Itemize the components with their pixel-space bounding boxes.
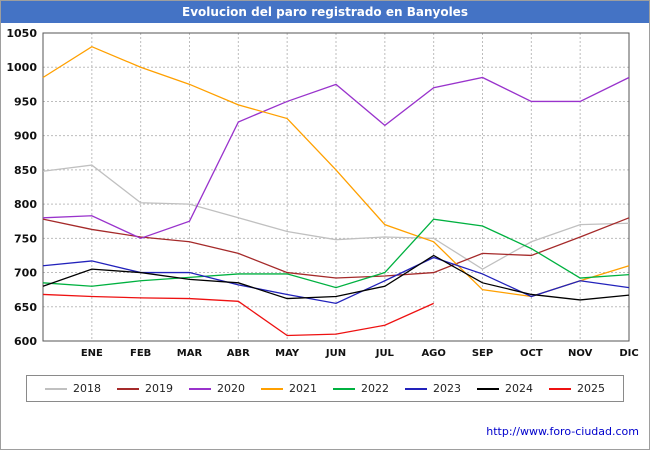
legend-item-2019: 2019: [117, 382, 173, 395]
legend-item-2021: 2021: [261, 382, 317, 395]
legend-swatch: [45, 387, 67, 390]
x-tick-label: JUN: [325, 348, 346, 359]
y-tick-label: 1050: [6, 27, 37, 40]
x-tick-label: JUL: [375, 348, 395, 359]
legend-label: 2018: [73, 382, 101, 395]
legend-label: 2019: [145, 382, 173, 395]
y-tick-label: 750: [14, 232, 37, 245]
y-tick-label: 950: [14, 95, 37, 108]
x-tick-label: OCT: [520, 348, 543, 359]
y-tick-label: 600: [14, 335, 37, 348]
y-tick-label: 650: [14, 301, 37, 314]
x-tick-label: FEB: [130, 348, 151, 359]
legend-label: 2023: [433, 382, 461, 395]
legend-label: 2022: [361, 382, 389, 395]
x-tick-label: ENE: [81, 348, 103, 359]
legend-label: 2021: [289, 382, 317, 395]
legend-swatch: [405, 387, 427, 390]
legend-swatch: [189, 387, 211, 390]
legend-swatch: [333, 387, 355, 390]
x-tick-label: DIC: [619, 348, 638, 359]
y-tick-label: 1000: [6, 61, 37, 74]
plot-border: [42, 32, 630, 342]
legend-label: 2025: [577, 382, 605, 395]
legend-item-2022: 2022: [333, 382, 389, 395]
foro-ciudad-link[interactable]: http://www.foro-ciudad.com: [486, 425, 639, 438]
legend-item-2020: 2020: [189, 382, 245, 395]
legend-swatch: [117, 387, 139, 390]
y-tick-label: 850: [14, 164, 37, 177]
legend-item-2018: 2018: [45, 382, 101, 395]
y-tick-label: 700: [14, 267, 37, 280]
series-line-2024: [42, 254, 630, 301]
legend-label: 2020: [217, 382, 245, 395]
legend-label: 2024: [505, 382, 533, 395]
legend-swatch: [261, 387, 283, 390]
footer: http://www.foro-ciudad.com: [486, 425, 639, 438]
x-tick-label: MAY: [275, 348, 300, 359]
y-tick-label: 800: [14, 198, 37, 211]
legend-item-2024: 2024: [477, 382, 533, 395]
series-line-2018: [42, 164, 630, 270]
x-tick-label: NOV: [568, 348, 593, 359]
series-line-2019: [42, 217, 630, 279]
x-tick-label: ABR: [227, 348, 250, 359]
series-line-2025: [42, 293, 434, 337]
series-line-2022: [42, 218, 630, 289]
series-line-2020: [42, 76, 630, 240]
legend-swatch: [477, 387, 499, 390]
x-tick-label: SEP: [472, 348, 493, 359]
line-chart: 600 650 700 750 800 850 900 950 1000 1050 ENE FEB MA…: [6, 27, 638, 359]
x-tick-label: MAR: [177, 348, 203, 359]
chart-legend: 2018 2019 2020 2021 2022 2023 2024 2025: [26, 375, 624, 402]
legend-item-2023: 2023: [405, 382, 461, 395]
y-tick-label: 900: [14, 130, 37, 143]
x-tick-label: AGO: [421, 348, 445, 359]
legend-item-2025: 2025: [549, 382, 605, 395]
chart-title: Evolucion del paro registrado en Banyole…: [1, 1, 649, 23]
legend-swatch: [549, 387, 571, 390]
